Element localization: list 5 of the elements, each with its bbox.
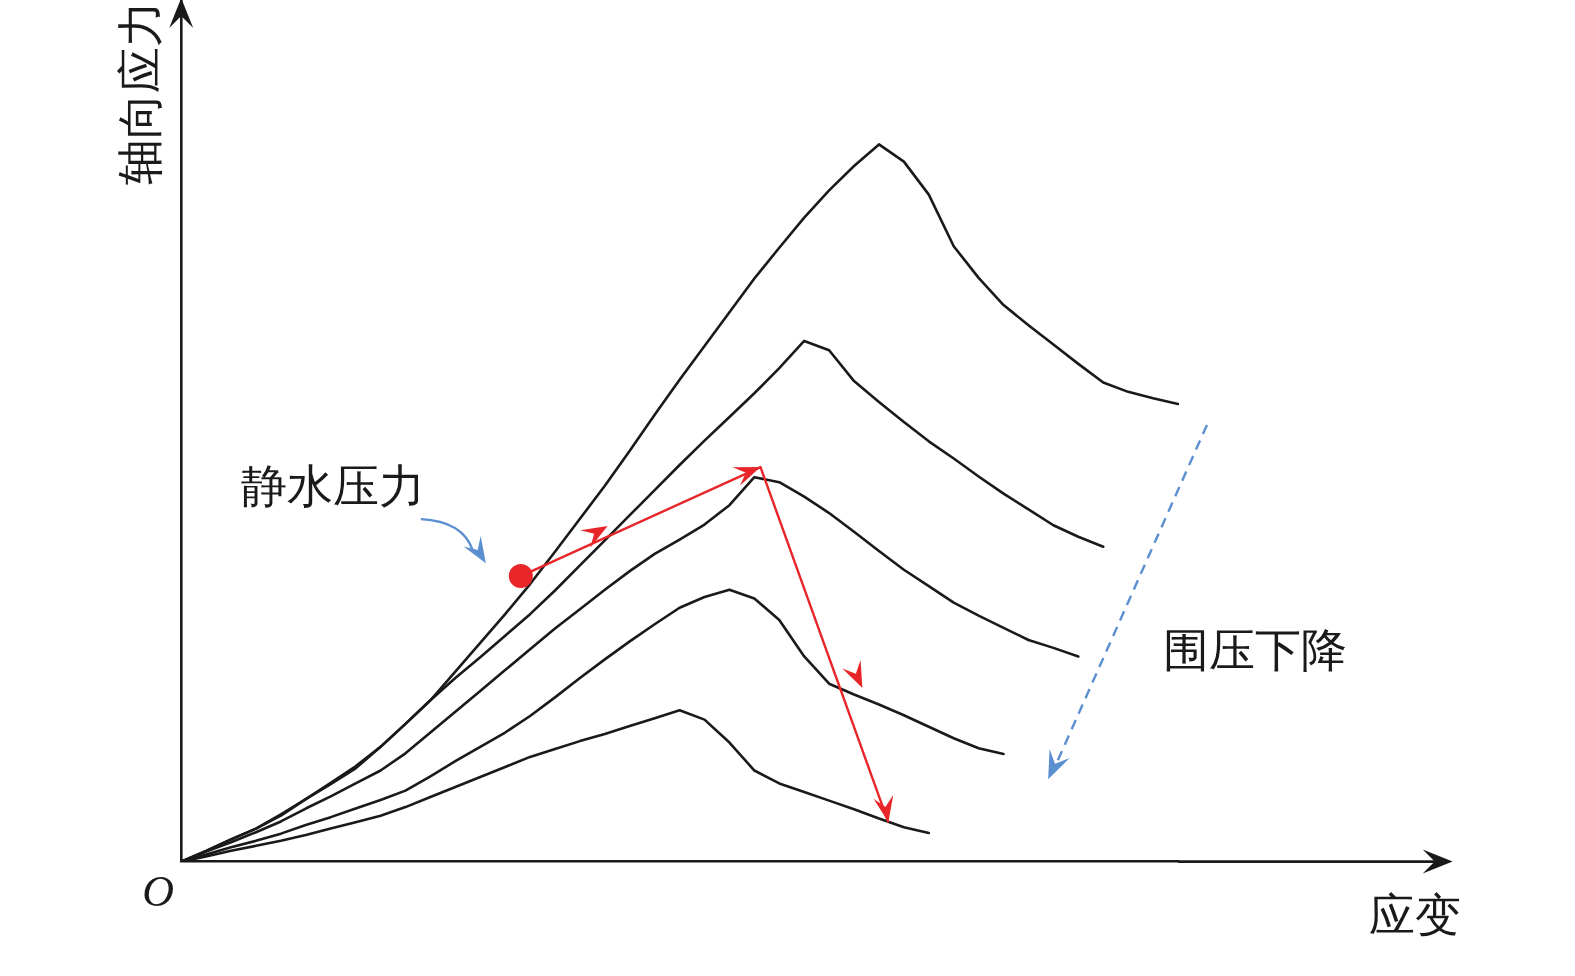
x-axis-title: 应变 bbox=[1368, 889, 1461, 941]
annotation: 静水压力 bbox=[241, 460, 426, 512]
text: O bbox=[142, 866, 175, 916]
annotation: 围压下降 bbox=[1163, 624, 1348, 676]
y-axis-title: 轴向应力 bbox=[114, 1, 166, 185]
